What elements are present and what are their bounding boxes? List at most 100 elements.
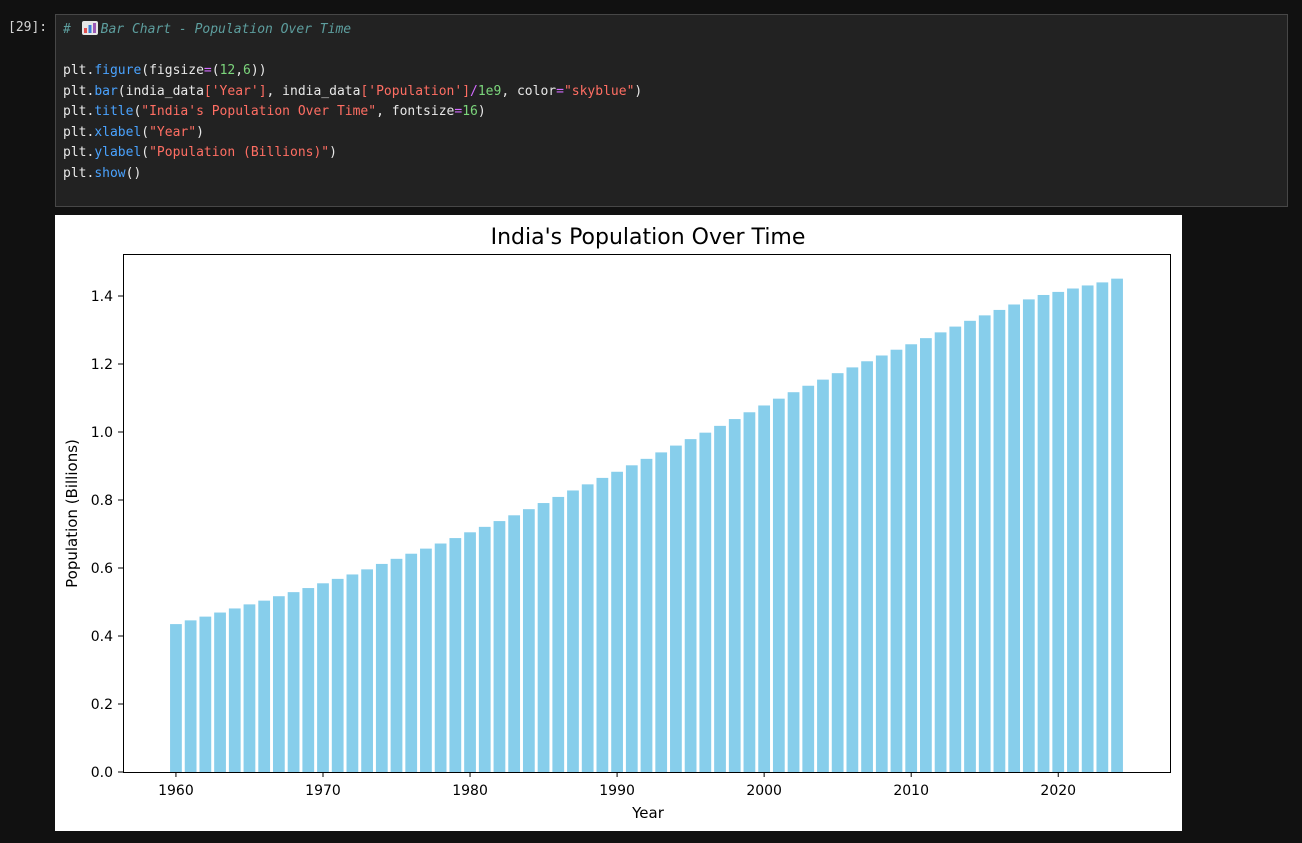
bar-1974 [375, 563, 388, 772]
bar-2015 [978, 315, 991, 772]
bar-1980 [464, 532, 476, 772]
code-token: "skyblue" [563, 83, 635, 99]
code-token: . [86, 63, 95, 78]
bar-1977 [420, 548, 432, 772]
code-token: . [86, 124, 95, 140]
bar-2007 [861, 361, 873, 772]
x-tick-label: 2000 [746, 783, 782, 799]
bar-2014 [964, 320, 976, 772]
bar-1995 [684, 439, 697, 772]
bar-1983 [508, 515, 521, 772]
code-token: = [203, 63, 212, 78]
bar-2022 [1081, 285, 1094, 772]
code-token: , color [501, 83, 557, 99]
code-token: , india_data [266, 83, 361, 99]
bar-1972 [346, 574, 359, 772]
code-cell[interactable]: # Bar Chart - Population Over Time plt.f… [55, 14, 1288, 207]
bar-2011 [920, 338, 932, 772]
code-token: , fontsize [376, 104, 455, 119]
code-token: ) [477, 104, 486, 119]
code-token: [ [203, 83, 212, 99]
y-tick-label: 1.2 [91, 357, 113, 373]
code-line: plt.xlabel("Year") [63, 125, 204, 140]
code-token: "Year" [149, 124, 197, 140]
code-token: ( [141, 124, 150, 140]
bar-1987 [567, 490, 579, 772]
code-token: xlabel [94, 124, 142, 140]
code-line: plt.ylabel("Population (Billions)") [63, 145, 337, 160]
bar-1968 [287, 592, 300, 772]
y-tick-label: 0.0 [91, 765, 113, 781]
bar-1975 [390, 558, 403, 772]
code-token: 6 [243, 63, 251, 78]
bar-1989 [596, 477, 609, 772]
bar-1978 [434, 543, 447, 772]
cell-prompt: [29]: [8, 20, 48, 35]
code-line: plt.title("India's Population Over Time"… [63, 104, 486, 119]
bar-1973 [361, 569, 373, 772]
output-area: India's Population Over Time 1960 1970 198… [55, 215, 1182, 831]
bar-1960 [170, 624, 182, 772]
y-tick-label: 0.6 [91, 561, 113, 577]
code-token: (figsize [141, 63, 204, 78]
code-token: ( [141, 145, 150, 160]
bar-2009 [890, 349, 903, 772]
bar-1985 [537, 503, 550, 772]
bar-1990 [611, 471, 623, 772]
bar-1994 [670, 445, 682, 772]
bar-1967 [272, 596, 285, 772]
code-token: plt [63, 104, 87, 119]
code-lines: plt.figure(figsize=(12,6)) plt.bar(india… [63, 63, 642, 181]
y-axis-label: Population (Billions) [63, 439, 81, 588]
code-token: (india_data [117, 83, 204, 99]
bar-1966 [258, 600, 271, 772]
bar-1992 [640, 458, 653, 772]
code-token: ) [196, 124, 204, 140]
bar-2021 [1067, 288, 1079, 772]
bar-1979 [449, 538, 462, 772]
bar-2023 [1096, 282, 1109, 772]
code-editor[interactable]: # Bar Chart - Population Over Time plt.f… [56, 15, 1287, 184]
bar-2008 [875, 355, 888, 772]
code-token: . [86, 83, 95, 99]
bar-2001 [772, 398, 785, 772]
code-token: [ [360, 83, 369, 99]
code-token: ) [329, 145, 337, 160]
bar-1961 [184, 620, 197, 772]
code-token: 16 [462, 104, 478, 119]
code-token: 12 [219, 63, 236, 78]
bar-chart-emoji-icon [81, 21, 98, 35]
bar-1970 [317, 583, 329, 772]
y-tick-label: 1.4 [91, 289, 113, 305]
bar-1999 [743, 412, 756, 772]
bar-2006 [846, 367, 859, 772]
bar-1993 [655, 452, 668, 772]
code-token: )) [250, 63, 267, 78]
bar-2020 [1052, 291, 1065, 772]
bar-1996 [699, 432, 712, 772]
code-token: ) [634, 83, 643, 99]
x-tick-label: 2020 [1040, 783, 1076, 799]
axes-frame [123, 254, 1171, 773]
code-line: plt.show() [63, 166, 141, 181]
bar-1962 [199, 616, 212, 772]
code-token: title [94, 104, 134, 119]
bar-1963 [214, 612, 226, 772]
bar-2010 [905, 344, 918, 772]
bar-1997 [714, 425, 726, 772]
bar-2017 [1008, 304, 1020, 772]
code-token: / [470, 83, 478, 99]
y-tick-label: 1.0 [91, 425, 113, 441]
bar-2012 [934, 332, 947, 772]
bar-2002 [787, 392, 800, 772]
x-axis-label: Year [631, 804, 665, 822]
bar-2003 [802, 385, 815, 772]
y-tick-label: 0.4 [91, 629, 113, 645]
bar-1965 [243, 604, 256, 772]
bar-1982 [493, 521, 506, 772]
code-token: 'Year' [211, 83, 259, 99]
bar-1998 [728, 419, 741, 772]
bar-chart: India's Population Over Time 1960 1970 198… [63, 225, 1171, 822]
code-token: . [86, 165, 95, 181]
code-token: . [86, 104, 95, 119]
